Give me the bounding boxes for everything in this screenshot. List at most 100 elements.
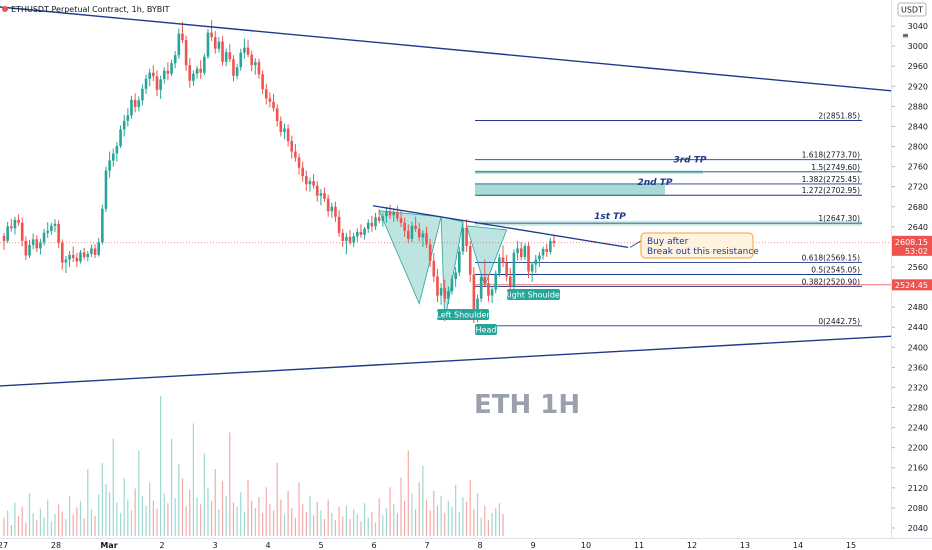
- candle-body: [472, 274, 476, 317]
- volume-bar: [127, 499, 129, 536]
- volume-bar: [145, 505, 147, 536]
- candle-body: [13, 219, 17, 229]
- candle-body: [323, 193, 326, 199]
- price-tick-label: 2680: [908, 203, 928, 212]
- candle-body: [20, 222, 24, 241]
- candle-body: [79, 252, 82, 262]
- volume-bar: [94, 515, 96, 536]
- pattern-area: [466, 225, 508, 288]
- volume-bar: [469, 480, 471, 536]
- time-tick-label: 14: [793, 541, 803, 550]
- tp2-zone: [475, 183, 665, 196]
- volume-bar: [429, 510, 431, 536]
- candle-body: [530, 264, 534, 272]
- candle-body: [257, 62, 261, 75]
- volume-bar: [484, 505, 486, 536]
- candle-body: [104, 170, 108, 209]
- volume-bar: [265, 487, 267, 536]
- candle-body: [501, 257, 505, 263]
- pattern-label: Left Shoulder: [436, 311, 490, 320]
- volume-bar: [353, 509, 355, 536]
- candle-body: [392, 212, 396, 216]
- currency-button[interactable]: [897, 2, 927, 17]
- price-axis[interactable]: [892, 0, 932, 538]
- candle-body: [396, 212, 399, 219]
- candle-body: [534, 259, 538, 265]
- volume-bar: [298, 482, 300, 536]
- candle-body: [410, 225, 414, 239]
- candle-body: [541, 248, 545, 256]
- candle-body: [545, 248, 549, 252]
- candle-body: [141, 88, 144, 101]
- candle-body: [155, 76, 159, 90]
- chart-title: ETHUSDT Perpetual Contract, 1h, BYBIT: [11, 5, 170, 14]
- volume-bar: [262, 512, 264, 536]
- marked-level-box: [892, 279, 932, 291]
- price-tick-label: 3000: [908, 42, 928, 51]
- candle-body: [476, 298, 479, 317]
- candle-body: [439, 288, 443, 296]
- volume-bar: [447, 500, 449, 536]
- candle-body: [297, 157, 301, 168]
- candle-body: [232, 59, 235, 76]
- candle-body: [261, 74, 264, 90]
- candle-body: [2, 235, 6, 241]
- fib-layer: 2(2851.85) 1.618(2773.70) 1.5(2749.60) 1.38…: [0, 112, 891, 327]
- candle-body: [385, 211, 388, 217]
- volume-bar: [305, 511, 307, 536]
- candle-body: [407, 230, 410, 239]
- volume-bar: [320, 510, 322, 536]
- volume-bars: [3, 396, 504, 536]
- volume-bar: [149, 482, 151, 536]
- candle-body: [254, 62, 257, 66]
- time-tick-label: 12: [687, 541, 697, 550]
- volume-bar: [232, 502, 235, 536]
- candle-body: [119, 129, 122, 147]
- volume-bar: [465, 501, 468, 536]
- time-tick-label: 4: [265, 541, 270, 550]
- volume-bar: [109, 492, 111, 536]
- candle-body: [403, 222, 406, 231]
- candle-body: [294, 151, 297, 158]
- volume-bar: [138, 450, 140, 536]
- price-tick-label: 2480: [908, 303, 928, 312]
- candle-body: [188, 65, 192, 81]
- candle-body: [35, 239, 39, 249]
- candle-body: [381, 216, 385, 221]
- candle-body: [250, 54, 253, 66]
- candle-body: [173, 55, 177, 64]
- candle-body: [166, 70, 170, 74]
- time-tick-label: 5: [318, 541, 323, 550]
- volume-bar: [254, 508, 256, 536]
- price-tick-label: 2320: [908, 383, 928, 392]
- candle-body: [71, 254, 75, 258]
- annotation-callout: Buy after Break out this resistance: [640, 232, 759, 259]
- candle-body: [50, 225, 53, 231]
- price-tick-label: 2880: [908, 102, 928, 111]
- pattern-label-box: [437, 309, 489, 320]
- time-tick-label: 11: [634, 541, 644, 550]
- price-tick-label: 2640: [908, 223, 928, 232]
- price-tick-label: 2920: [908, 82, 928, 91]
- candle-body: [206, 32, 210, 57]
- fib-level-label: 1.272(2702.95): [802, 186, 860, 195]
- volume-bar: [101, 462, 103, 536]
- pattern-label-box: [475, 324, 497, 335]
- candle-body: [363, 228, 366, 235]
- menu-icon[interactable]: ≡: [902, 31, 909, 40]
- volume-bar: [476, 493, 479, 536]
- volume-bar: [502, 514, 504, 536]
- tp1-zone: [475, 220, 862, 226]
- time-axis-ticks[interactable]: 27 28 Mar 2 3 4 5 6 7 8 9 10 11 12 13 14 15: [0, 541, 856, 550]
- candle-body: [414, 225, 417, 229]
- volume-bar: [323, 518, 326, 536]
- volume-bar: [83, 518, 85, 536]
- candle-body: [195, 68, 199, 74]
- volume-bar: [313, 515, 315, 536]
- volume-bar: [243, 511, 245, 536]
- fib-level-label: 1.382(2725.45): [802, 175, 860, 184]
- marked-level-value: 2524.45: [895, 281, 928, 290]
- volume-bar: [32, 512, 34, 536]
- last-price-label: 2608.15 53:02: [892, 235, 932, 256]
